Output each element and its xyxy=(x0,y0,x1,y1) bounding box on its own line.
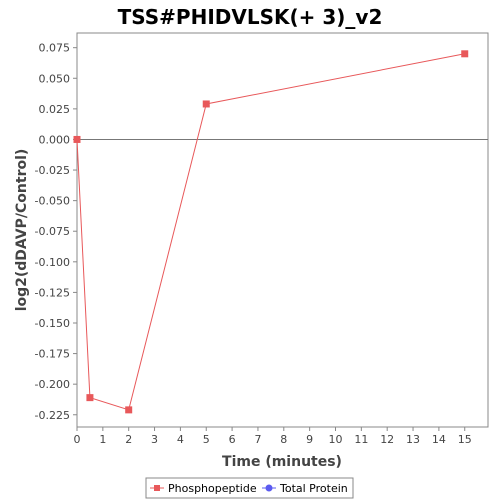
x-tick-label: 8 xyxy=(280,433,287,446)
y-tick-label: 0.025 xyxy=(39,103,71,116)
x-tick-label: 14 xyxy=(432,433,446,446)
y-tick-label: -0.100 xyxy=(35,256,70,269)
x-tick-label: 6 xyxy=(229,433,236,446)
x-tick-label: 9 xyxy=(306,433,313,446)
x-tick-label: 1 xyxy=(99,433,106,446)
x-tick-label: 7 xyxy=(254,433,261,446)
legend-label-total-protein: Total Protein xyxy=(279,482,348,495)
x-axis: 0 1 2 3 4 5 6 7 8 9 10 11 12 13 14 15 xyxy=(74,427,472,446)
x-tick-label: 0 xyxy=(74,433,81,446)
x-tick-label: 3 xyxy=(151,433,158,446)
y-axis-label: log2(dDAVP/Control) xyxy=(14,149,30,312)
legend-label-phosphopeptide: Phosphopeptide xyxy=(168,482,257,495)
plot-area xyxy=(76,32,489,428)
x-tick-label: 11 xyxy=(354,433,368,446)
y-tick-label: -0.175 xyxy=(35,348,70,361)
data-point xyxy=(73,135,81,143)
x-tick-label: 4 xyxy=(177,433,184,446)
y-tick-label: -0.150 xyxy=(35,317,70,330)
x-tick-label: 12 xyxy=(380,433,394,446)
y-tick-label: -0.200 xyxy=(35,378,70,391)
x-tick-label: 10 xyxy=(328,433,342,446)
series-layer xyxy=(73,50,469,414)
legend: Phosphopeptide Total Protein xyxy=(145,477,354,499)
y-tick-label: -0.125 xyxy=(35,286,70,299)
y-tick-label: 0.075 xyxy=(39,42,71,55)
y-tick-label: -0.075 xyxy=(35,225,70,238)
x-axis-label: Time (minutes) xyxy=(222,454,342,470)
y-tick-label: 0.050 xyxy=(39,72,71,85)
y-axis: 0.075 0.050 0.025 0.000 -0.025 -0.050 -0.075 -0… xyxy=(35,42,77,422)
y-tick-label: 0.000 xyxy=(39,133,71,146)
data-point xyxy=(86,394,94,402)
y-tick-label: -0.050 xyxy=(35,195,70,208)
x-tick-label: 13 xyxy=(406,433,420,446)
x-tick-label: 5 xyxy=(203,433,210,446)
legend-box xyxy=(145,477,354,499)
data-point xyxy=(202,100,210,108)
data-point xyxy=(125,406,133,414)
x-tick-label: 15 xyxy=(458,433,472,446)
y-tick-label: -0.025 xyxy=(35,164,70,177)
data-point xyxy=(461,50,469,58)
y-tick-label: -0.225 xyxy=(35,409,70,422)
chart-title: TSS#PHIDVLSK(+ 3)_v2 xyxy=(118,5,383,29)
legend-marker-total-protein xyxy=(265,484,273,492)
x-tick-label: 2 xyxy=(125,433,132,446)
legend-marker-phosphopeptide xyxy=(154,485,160,491)
